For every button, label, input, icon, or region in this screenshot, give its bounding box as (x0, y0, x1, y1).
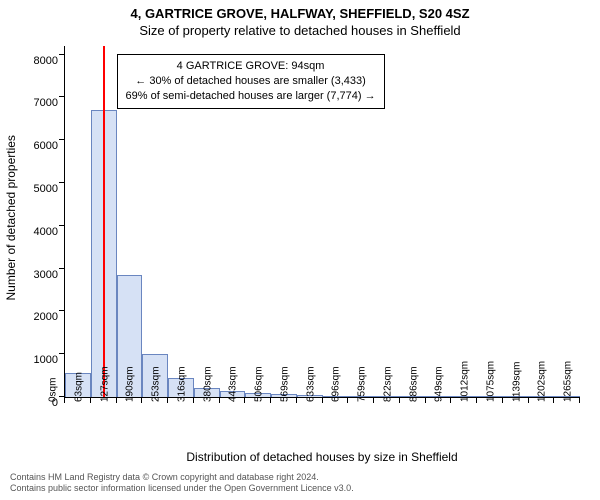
y-axis-label: Number of detached properties (0, 38, 24, 398)
x-tick-label: 63sqm (73, 371, 84, 401)
x-tick-label: 190sqm (125, 366, 136, 402)
footer-line-1: Contains HM Land Registry data © Crown c… (10, 472, 600, 483)
x-tick-label: 316sqm (176, 366, 187, 402)
x-tick-mark (219, 398, 220, 403)
y-tick-label: 6000 (34, 140, 58, 152)
x-tick-label: 443sqm (228, 366, 239, 402)
x-tick-mark (347, 398, 348, 403)
x-tick-label: 633sqm (305, 366, 316, 402)
x-tick-mark (90, 398, 91, 403)
x-tick-label: 0sqm (48, 377, 59, 401)
x-tick-mark (373, 398, 374, 403)
x-tick-mark (116, 398, 117, 403)
y-tick-label: 3000 (34, 269, 58, 281)
x-tick-label: 1139sqm (511, 361, 522, 401)
x-tick-mark (322, 398, 323, 403)
x-tick-mark (399, 398, 400, 403)
x-tick-label: 696sqm (331, 366, 342, 402)
plot-row: Number of detached properties 0100020003… (0, 38, 600, 398)
annotation-box: 4 GARTRICE GROVE: 94sqm← 30% of detached… (117, 54, 385, 109)
x-tick-label: 569sqm (279, 366, 290, 402)
x-tick-label: 1075sqm (485, 360, 496, 401)
y-tick-label: 1000 (34, 354, 58, 366)
x-tick-label: 1012sqm (460, 360, 471, 401)
x-tick-mark (450, 398, 451, 403)
footer-line-2: Contains public sector information licen… (10, 483, 600, 494)
x-tick-label: 949sqm (434, 366, 445, 402)
x-tick-label: 1202sqm (537, 360, 548, 401)
chart-titles: 4, GARTRICE GROVE, HALFWAY, SHEFFIELD, S… (0, 0, 600, 38)
x-tick-label: 886sqm (408, 366, 419, 402)
y-axis: 010002000300040005000600070008000 (24, 46, 64, 397)
x-tick-mark (244, 398, 245, 403)
x-tick-mark (553, 398, 554, 403)
x-tick-mark (528, 398, 529, 403)
x-tick-mark (270, 398, 271, 403)
footer: Contains HM Land Registry data © Crown c… (0, 468, 600, 500)
x-tick-label: 127sqm (99, 366, 110, 402)
x-tick-mark (579, 398, 580, 403)
x-tick-mark (476, 398, 477, 403)
x-tick-mark (502, 398, 503, 403)
annotation-line: 69% of semi-detached houses are larger (… (126, 89, 376, 104)
marker-line (103, 46, 105, 397)
chart-title-main: 4, GARTRICE GROVE, HALFWAY, SHEFFIELD, S… (0, 6, 600, 21)
y-tick-label: 7000 (34, 97, 58, 109)
x-tick-label: 506sqm (254, 366, 265, 402)
x-tick-mark (425, 398, 426, 403)
x-tick-mark (167, 398, 168, 403)
annotation-line: 4 GARTRICE GROVE: 94sqm (126, 59, 376, 74)
x-axis-row: 0sqm63sqm127sqm190sqm253sqm316sqm380sqm4… (0, 398, 600, 454)
y-tick-label: 8000 (34, 55, 58, 67)
x-tick-label: 1265sqm (563, 360, 574, 401)
plot-area: 4 GARTRICE GROVE: 94sqm← 30% of detached… (64, 46, 580, 398)
x-tick-label: 380sqm (202, 366, 213, 402)
y-tick-label: 2000 (34, 311, 58, 323)
y-tick-label: 5000 (34, 183, 58, 195)
x-tick-mark (193, 398, 194, 403)
x-tick-mark (296, 398, 297, 403)
chart-container: 4, GARTRICE GROVE, HALFWAY, SHEFFIELD, S… (0, 0, 600, 500)
annotation-line: ← 30% of detached houses are smaller (3,… (126, 74, 376, 89)
x-tick-label: 759sqm (357, 366, 368, 402)
x-tick-label: 822sqm (382, 366, 393, 402)
x-tick-label: 253sqm (151, 366, 162, 402)
y-tick-label: 4000 (34, 226, 58, 238)
x-tick-mark (141, 398, 142, 403)
x-axis: 0sqm63sqm127sqm190sqm253sqm316sqm380sqm4… (64, 398, 580, 454)
x-tick-mark (64, 398, 65, 403)
chart-title-sub: Size of property relative to detached ho… (0, 23, 600, 38)
